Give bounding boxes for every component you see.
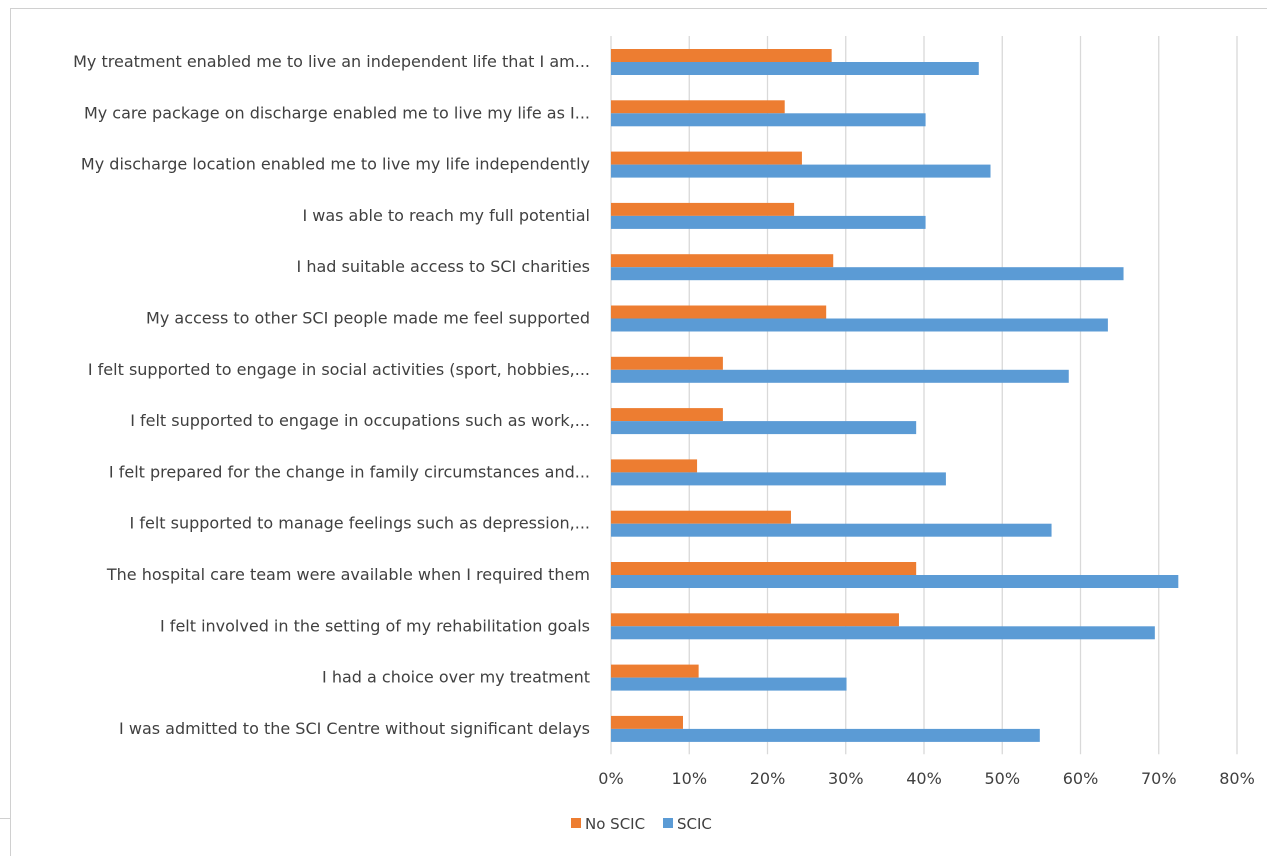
legend-swatch [571,818,581,828]
category-label: I was able to reach my full potential [302,206,590,225]
category-label: I had a choice over my treatment [322,668,590,687]
bar-scic [611,62,979,75]
legend-label: SCIC [677,815,712,833]
x-tick-label: 60% [1063,769,1099,788]
category-label: I felt supported to engage in occupation… [130,411,590,430]
bar-no-scic [611,305,827,319]
category-label: I felt prepared for the change in family… [109,462,590,481]
bar-scic [611,677,847,691]
frame-left-border [10,8,11,856]
bar-no-scic [611,408,723,422]
bar-no-scic [611,562,917,575]
bar-scic [611,421,917,435]
bar-scic [611,575,1179,588]
bar-scic [611,113,926,127]
frame-corner-line [0,818,10,819]
x-tick-labels: 0% 10% 20% 30% 40% 50% 60% 70% 80% [598,769,1254,788]
x-tick-label: 70% [1141,769,1177,788]
bar-scic [611,728,1040,742]
bar-no-scic [611,664,699,678]
frame-top-border [10,8,1267,9]
bar-no-scic [611,151,802,165]
bar-no-scic [611,202,795,216]
x-tick-label: 0% [598,769,623,788]
bar-scic [611,318,1108,332]
category-label: My access to other SCI people made me fe… [146,309,590,328]
category-label: I felt supported to engage in social act… [88,360,590,379]
bar-no-scic [611,49,832,62]
x-tick-label: 80% [1219,769,1255,788]
category-label: My discharge location enabled me to live… [81,155,590,174]
bars [611,49,1179,742]
bar-scic [611,626,1155,640]
category-label: My care package on discharge enabled me … [84,103,590,122]
bar-no-scic [611,459,698,473]
bar-scic [611,472,946,486]
bar-no-scic [611,715,683,729]
legend-swatch [663,818,673,828]
x-tick-label: 50% [984,769,1020,788]
bar-no-scic [611,100,785,114]
category-label: The hospital care team were available wh… [106,565,590,584]
category-label: I felt involved in the setting of my reh… [160,616,590,635]
gridlines [610,36,1238,755]
legend: No SCIC SCIC [571,815,712,833]
category-label: My treatment enabled me to live an indep… [73,52,590,71]
bar-scic [611,369,1069,383]
x-tick-label: 40% [906,769,942,788]
bar-no-scic [611,356,723,370]
bar-scic [611,164,991,178]
x-tick-label: 30% [828,769,864,788]
legend-label: No SCIC [585,815,645,833]
x-tick-label: 20% [750,769,786,788]
category-labels: My treatment enabled me to live an indep… [73,52,590,738]
category-label: I had suitable access to SCI charities [297,257,590,276]
bar-no-scic [611,510,791,524]
bar-no-scic [611,254,834,268]
bar-scic [611,267,1124,281]
bar-scic [611,215,926,229]
category-label: I was admitted to the SCI Centre without… [119,719,590,738]
bar-scic [611,523,1052,537]
x-tick-label: 10% [671,769,707,788]
category-label: I felt supported to manage feelings such… [130,514,590,533]
bar-no-scic [611,613,899,627]
